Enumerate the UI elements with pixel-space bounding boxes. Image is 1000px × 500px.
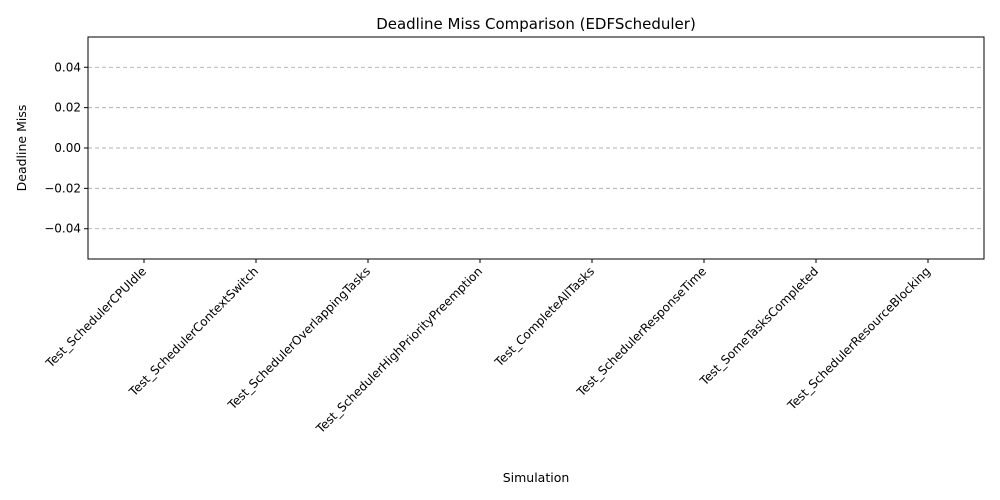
x-tick-label: Test_CompleteAllTasks — [491, 264, 597, 370]
grid-lines — [88, 66, 984, 230]
x-tick-label: Test_SchedulerCPUIdle — [42, 264, 149, 371]
y-tick-label: −0.04 — [44, 222, 81, 236]
x-axis-ticks: Test_SchedulerCPUIdleTest_SchedulerConte… — [42, 259, 933, 437]
x-axis-label: Simulation — [503, 470, 570, 485]
y-tick-label: 0.02 — [54, 101, 81, 115]
y-axis-ticks: −0.04 −0.02 0.00 0.02 0.04 — [44, 60, 88, 236]
y-tick-label: 0.04 — [54, 60, 81, 74]
y-tick-label: 0.00 — [54, 141, 81, 155]
y-tick-label: −0.02 — [44, 181, 81, 195]
chart-title: Deadline Miss Comparison (EDFScheduler) — [376, 15, 696, 33]
x-tick-label: Test_SomeTasksCompleted — [696, 264, 821, 389]
y-axis-label: Deadline Miss — [14, 105, 29, 192]
x-tick-label: Test_SchedulerResponseTime — [574, 264, 710, 400]
x-tick-label: Test_SchedulerContextSwitch — [126, 264, 261, 399]
